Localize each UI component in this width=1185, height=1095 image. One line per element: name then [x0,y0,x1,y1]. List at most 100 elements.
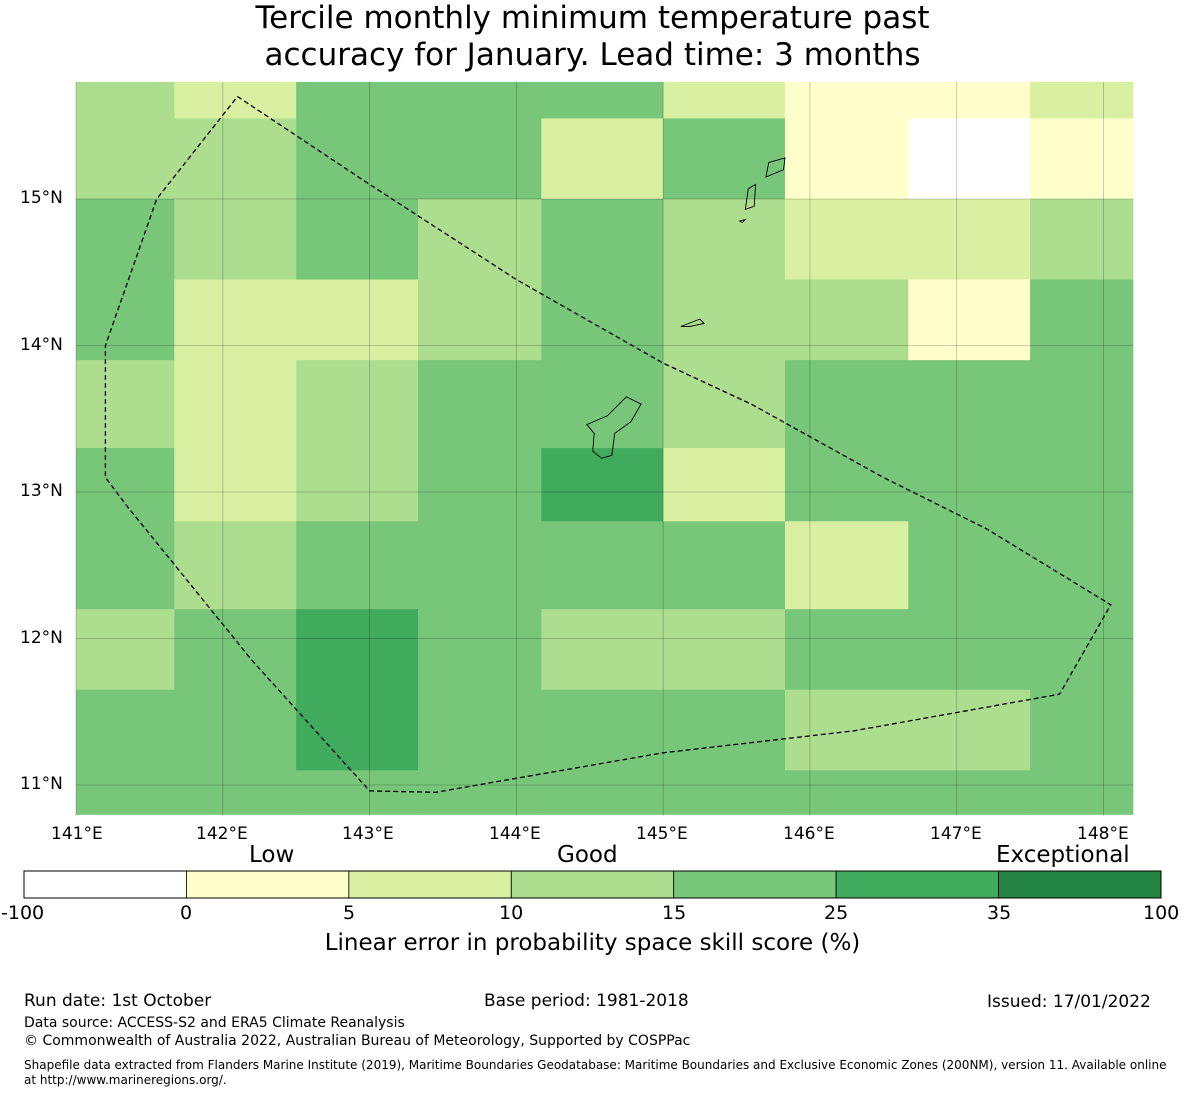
category-low: Low [249,842,295,868]
skill-cell [296,770,419,815]
island-saipan [765,157,786,178]
category-good: Good [557,842,618,868]
skill-cell [418,279,542,361]
colorbar-bin [998,870,1162,899]
skill-cell [784,118,909,200]
skill-cell [174,609,297,691]
skill-cell [663,448,786,522]
cb-tick-100: 100 [1143,902,1180,924]
skill-cell [663,82,786,119]
graticule [75,82,1133,816]
cb-tick-5: 5 [343,902,356,924]
skill-cell [174,199,297,281]
copyright: © Commonwealth of Australia 2022, Austra… [24,1033,691,1049]
skill-cell [541,609,786,691]
skill-cell [76,609,175,691]
lat-tick-11: 11°N [20,774,63,794]
colorbar-bin [186,870,350,899]
skill-cell [76,82,175,200]
cb-tick-0: 0 [180,902,193,924]
cb-tick-35: 35 [987,902,1012,924]
skill-cell [1030,82,1134,119]
skill-cell [908,279,1031,361]
skill-cell [1030,279,1134,361]
skill-cell [174,521,297,610]
coastlines [586,157,786,459]
skill-cell [1030,199,1134,281]
lat-tick-12: 12°N [20,628,63,648]
skill-cell [76,448,175,610]
skill-cell [174,118,297,200]
skill-cell [784,199,1031,281]
island-aguijan [738,218,747,223]
skill-cell [784,770,1031,815]
lon-tick-144: 144°E [489,824,541,844]
cb-tick-15: 15 [662,902,687,924]
skill-cell [174,279,419,361]
skill-cell [174,82,297,119]
colorbar-bin [510,870,675,899]
island-tinian [744,183,757,210]
skill-cell [1030,118,1134,200]
skill-cell [296,82,542,200]
lon-tick-142: 142°E [196,824,248,844]
skill-cell [418,199,542,281]
skill-grid [76,82,1134,815]
lat-tick-13: 13°N [20,481,63,501]
skill-cell [784,521,909,610]
island-guam [586,396,642,459]
skill-cell [541,199,664,281]
title-line-2: accuracy for January. Lead time: 3 month… [264,37,921,73]
skill-cell [784,609,1134,691]
data-source: Data source: ACCESS-S2 and ERA5 Climate … [24,1015,405,1031]
shapefile-credit-line1: Shapefile data extracted from Flanders M… [24,1058,1167,1072]
colorbar [23,870,1162,899]
skill-cell [784,82,1031,119]
run-date: Run date: 1st October [24,991,212,1011]
lat-tick-15: 15°N [20,188,63,208]
cb-tick-minus100: -100 [1,902,45,924]
cb-tick-10: 10 [499,902,524,924]
lon-tick-147: 147°E [930,824,982,844]
eez-boundary [104,95,1112,793]
colorbar-bin [348,870,512,899]
skill-cell [784,689,1031,771]
lon-tick-148: 148°E [1077,824,1129,844]
skill-cell [296,360,419,522]
island-rota [680,318,706,327]
lon-tick-145: 145°E [636,824,688,844]
shapefile-credit-line2: at http://www.marineregions.org/. [24,1073,227,1087]
colorbar-frame [23,870,1162,899]
cb-tick-25: 25 [824,902,849,924]
base-period: Base period: 1981-2018 [484,991,689,1011]
skill-cell [418,360,542,522]
skill-cell [76,199,175,361]
skill-cell [76,360,175,449]
lon-tick-141: 141°E [51,824,103,844]
skill-cell [174,360,297,522]
skill-cell [296,521,786,610]
skill-cell [418,609,542,815]
colorbar-label: Linear error in probability space skill … [324,930,861,956]
lat-tick-14: 14°N [20,335,63,355]
title-line-1: Tercile monthly minimum temperature past [255,0,930,36]
skill-cell [296,199,419,281]
skill-cell [663,199,786,281]
lon-tick-143: 143°E [342,824,394,844]
skill-cell [663,118,786,200]
skill-cell [784,360,1134,522]
colorbar-bin [673,870,837,899]
skill-cell [296,609,419,771]
lon-tick-146: 146°E [783,824,835,844]
skill-cell [908,521,1134,610]
skill-cell [663,279,909,361]
skill-cell [541,118,664,200]
colorbar-bin [23,870,187,899]
skill-cell [908,118,1031,200]
category-exceptional: Exceptional [996,842,1130,868]
colorbar-bin [835,870,999,899]
skill-cell [1030,689,1134,815]
skill-cell [541,82,664,119]
skill-cell [76,689,297,815]
